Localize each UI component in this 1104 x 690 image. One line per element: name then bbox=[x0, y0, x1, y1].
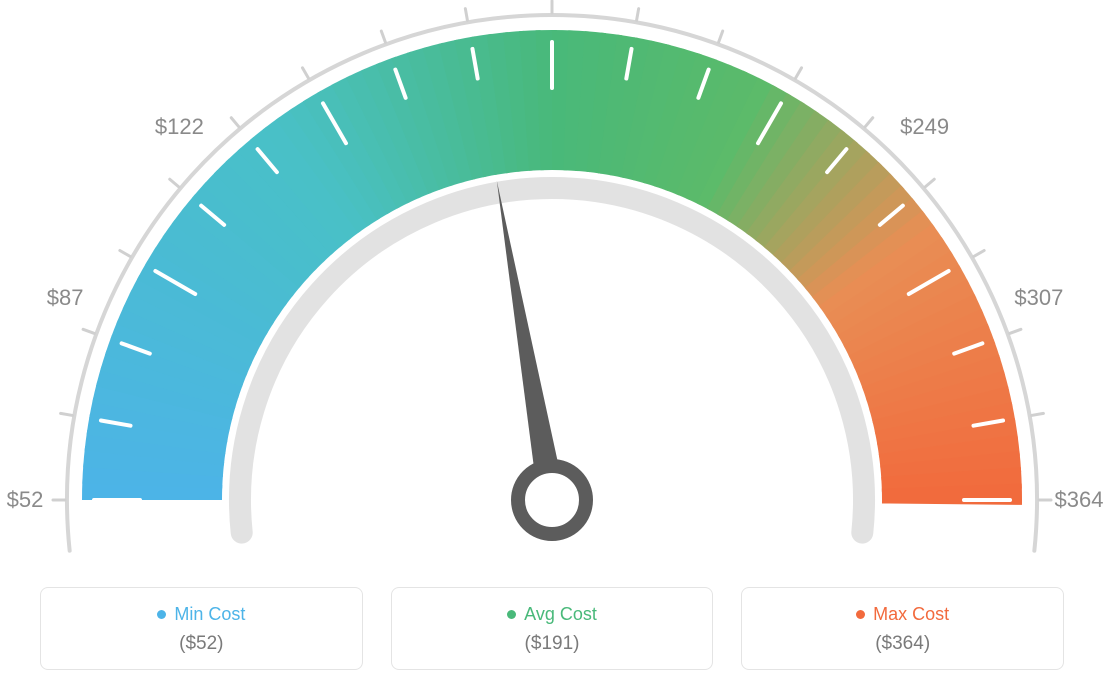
gauge-chart: $52$87$122$191$249$307$364 bbox=[0, 0, 1104, 560]
legend-title-max: Max Cost bbox=[856, 604, 949, 625]
dot-icon bbox=[856, 610, 865, 619]
legend-title-min: Min Cost bbox=[157, 604, 245, 625]
dot-icon bbox=[157, 610, 166, 619]
legend-value: ($364) bbox=[752, 633, 1053, 655]
gauge-tick-label: $307 bbox=[1014, 285, 1063, 311]
legend-label: Min Cost bbox=[174, 604, 245, 625]
gauge-tick-label: $122 bbox=[155, 114, 204, 140]
gauge-tick-label: $364 bbox=[1055, 487, 1104, 513]
dot-icon bbox=[507, 610, 516, 619]
gauge-svg bbox=[0, 0, 1104, 560]
legend-label: Max Cost bbox=[873, 604, 949, 625]
legend-row: Min Cost ($52) Avg Cost ($191) Max Cost … bbox=[40, 587, 1064, 670]
legend-title-avg: Avg Cost bbox=[507, 604, 597, 625]
legend-label: Avg Cost bbox=[524, 604, 597, 625]
legend-value: ($52) bbox=[51, 633, 352, 655]
gauge-tick-label: $249 bbox=[900, 114, 949, 140]
legend-card-min: Min Cost ($52) bbox=[40, 587, 363, 670]
legend-card-max: Max Cost ($364) bbox=[741, 587, 1064, 670]
gauge-tick-label: $52 bbox=[7, 487, 44, 513]
legend-card-avg: Avg Cost ($191) bbox=[391, 587, 714, 670]
gauge-tick-label: $87 bbox=[47, 285, 84, 311]
legend-value: ($191) bbox=[402, 633, 703, 655]
